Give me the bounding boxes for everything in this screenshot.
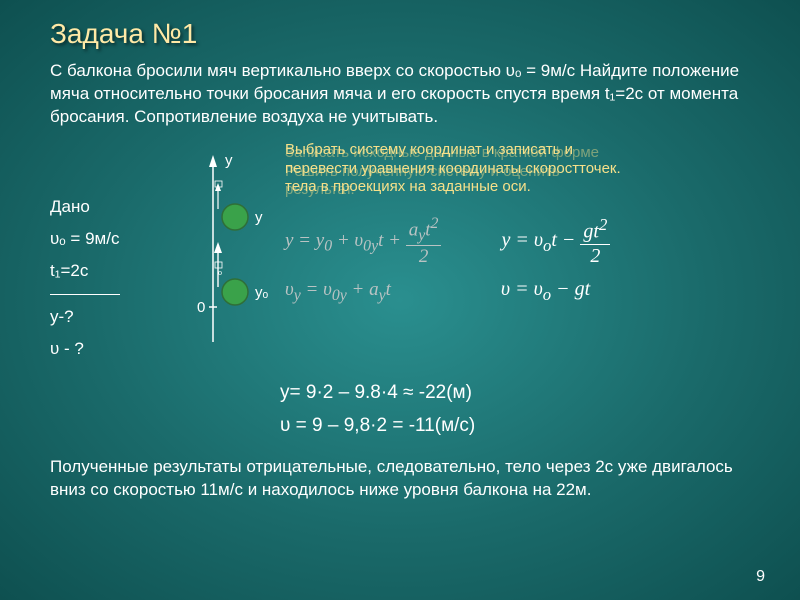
eq-white-y: y = υоt − gt22: [501, 215, 610, 268]
equation-row-2: υy = υ0y + ayt υ = υо − gt: [285, 278, 760, 305]
content-row: Дано υₒ = 9м/с t₁=2с y-? υ - ?: [50, 141, 760, 365]
eq-white-v: υ = υо − gt: [501, 278, 590, 305]
lower-ball-label: yₒ: [255, 284, 269, 301]
given-t1: t₁=2с: [50, 255, 140, 287]
given-heading: Дано: [50, 191, 140, 223]
given-v0: υₒ = 9м/с: [50, 223, 140, 255]
given-question-y: y-?: [50, 301, 140, 333]
upper-ball-label: y: [255, 209, 263, 226]
conclusion-text: Полученные результаты отрицательные, сле…: [50, 456, 760, 502]
eq-gray-v: υy = υ0y + ayt: [285, 279, 391, 305]
equation-row-1: y = y0 + υ0yt + ayt22 y = υоt − gt22: [285, 215, 760, 268]
axis-y-label: y: [225, 152, 233, 169]
given-question-v: υ - ?: [50, 333, 140, 365]
result-y: y= 9·2 – 9.8·4 ≈ -22(м): [280, 377, 760, 409]
problem-text: С балкона бросили мяч вертикально вверх …: [50, 60, 760, 129]
diagram: o y y yₒ 0: [165, 147, 285, 347]
given-rule: [50, 294, 120, 295]
page-number: 9: [756, 568, 765, 586]
slide-title: Задача №1: [50, 18, 760, 50]
numeric-results: y= 9·2 – 9.8·4 ≈ -22(м) υ = 9 – 9,8·2 = …: [280, 377, 760, 442]
formulas-block: Записать исходные данные в краткой форме…: [285, 141, 760, 305]
overlay-instructions: Записать исходные данные в краткой форме…: [285, 141, 760, 197]
zero-label: 0: [197, 299, 205, 316]
eq-gray-y: y = y0 + υ0yt + ayt22: [285, 215, 441, 268]
result-v: υ = 9 – 9,8·2 = -11(м/с): [280, 410, 760, 442]
svg-text:o: o: [218, 268, 222, 277]
given-block: Дано υₒ = 9м/с t₁=2с y-? υ - ?: [50, 191, 140, 365]
